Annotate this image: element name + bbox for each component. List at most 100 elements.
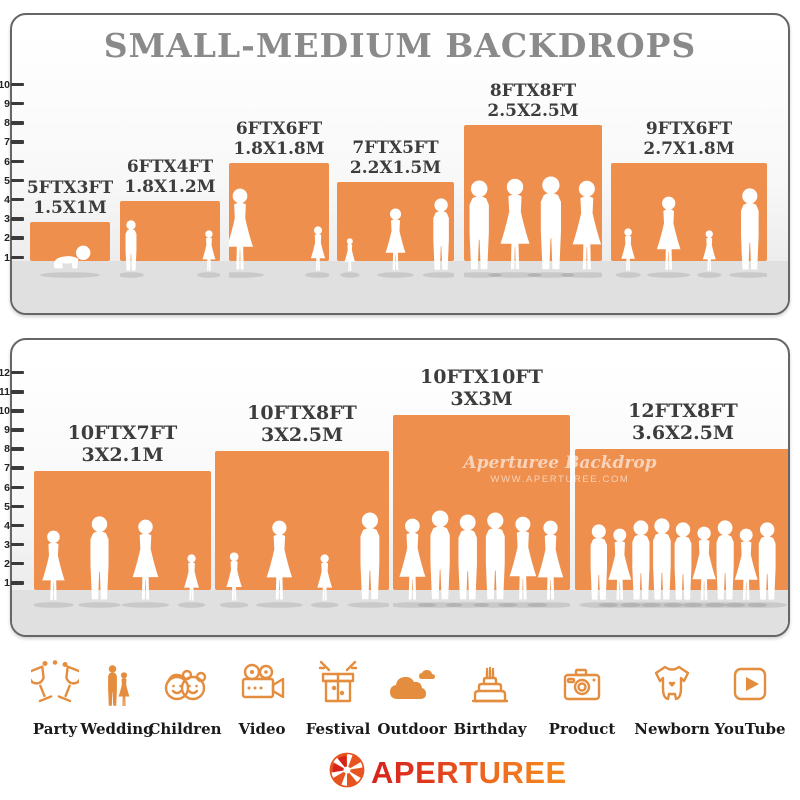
party-icon xyxy=(24,660,86,708)
backdrop-size-m: 1.8X1.8M xyxy=(233,138,325,159)
category-label: YouTube xyxy=(714,720,786,738)
silhouette-man xyxy=(590,524,607,600)
silhouette-baby xyxy=(53,245,91,269)
ruler-number: 2 xyxy=(4,232,10,245)
category-item-festival: Festival xyxy=(294,660,382,738)
silhouette-woman xyxy=(266,520,293,600)
backdrop-size-label: 10FTX10FT 3X3M xyxy=(372,366,592,411)
backdrop-size-m: 1.5X1M xyxy=(33,197,107,218)
silhouette-woman xyxy=(229,188,254,270)
ruler-tick xyxy=(11,101,24,106)
ruler-number: 5 xyxy=(4,174,10,187)
silhouette-group xyxy=(229,188,329,278)
ruler-tick xyxy=(11,581,24,585)
silhouette-girl xyxy=(344,238,356,271)
ruler-number: 10 xyxy=(0,405,10,418)
silhouette-woman xyxy=(656,196,681,270)
silhouette-woman xyxy=(509,516,537,600)
backdrop-size-label: 6FTX4FT 1.8X1.2M xyxy=(60,157,280,197)
watermark: Aperturee Backdrop WWW.APERTUREE.COM xyxy=(440,453,680,485)
ruler-number: 1 xyxy=(4,577,10,589)
product-icon xyxy=(558,660,606,708)
silhouette-girl xyxy=(184,554,199,601)
silhouette-woman xyxy=(385,208,406,271)
backdrop-size-m: 1.8X1.2M xyxy=(124,176,216,197)
backdrop-size-ft: 10FTX7FT xyxy=(67,422,178,444)
ruler-number: 8 xyxy=(4,117,10,130)
ruler-number: 4 xyxy=(4,519,10,532)
backdrop-size-ft: 6FTX6FT xyxy=(235,119,323,139)
backdrop-size-m: 2.5X2.5M xyxy=(487,100,579,121)
medium-backdrops-panel: 10FTX7FT 3X2.1M 10FTX8FT 3X2.5M 10FTX10F… xyxy=(10,338,790,637)
backdrop-rect xyxy=(30,222,110,261)
brand-logo: APERTUREE xyxy=(328,751,567,794)
silhouette-girl xyxy=(702,230,716,271)
backdrop-rect xyxy=(34,471,211,590)
silhouette-group xyxy=(340,198,454,278)
category-item-children: Children xyxy=(141,660,229,738)
silhouette-group xyxy=(120,220,220,278)
ruler-number: 9 xyxy=(4,424,10,437)
backdrop-size-ft: 9FTX6FT xyxy=(645,119,733,139)
silhouette-girl xyxy=(226,552,242,601)
silhouette-man xyxy=(360,512,380,600)
backdrop-size-label: 5FTX3FT 1.5X1M xyxy=(12,178,180,218)
ruler-number: 12 xyxy=(0,366,10,379)
festival-icon xyxy=(314,660,362,708)
silhouette-group xyxy=(40,245,100,278)
aperture-logo-icon xyxy=(328,751,366,794)
backdrop-rect xyxy=(215,451,389,590)
backdrop-size-m: 3X2.1M xyxy=(81,443,164,466)
ruler-tick xyxy=(11,466,24,470)
backdrop-size-label: 12FTX8FT 3.6X2.5M xyxy=(573,400,788,445)
watermark-brand: Aperturee Backdrop xyxy=(463,453,657,473)
newborn-icon xyxy=(648,660,696,708)
ruler-tick xyxy=(11,428,24,432)
ruler-tick xyxy=(11,390,24,394)
backdrop-size-ft: 10FTX10FT xyxy=(420,366,543,388)
youtube-icon xyxy=(726,660,774,708)
silhouette-girl xyxy=(317,554,333,601)
ruler-number: 6 xyxy=(4,481,10,494)
ruler-number: 2 xyxy=(4,557,10,570)
ruler-tick xyxy=(11,236,24,240)
ruler-number: 9 xyxy=(4,97,10,110)
backdrop-size-m: 3X3M xyxy=(450,387,513,410)
backdrop-rect xyxy=(120,201,220,261)
category-label: Children xyxy=(148,720,222,738)
backdrop-size-label: 9FTX6FT 2.7X1.8M xyxy=(579,119,788,159)
ruler-tick xyxy=(11,255,24,259)
silhouette-group xyxy=(34,516,206,608)
silhouette-group xyxy=(579,518,787,608)
category-item-party: Party xyxy=(11,660,99,738)
category-item-youtube: YouTube xyxy=(706,660,794,738)
ruler-tick xyxy=(11,140,24,144)
category-label: Product xyxy=(548,720,616,738)
category-item-outdoor: Outdoor xyxy=(368,660,456,738)
floor-band xyxy=(12,261,788,313)
category-label: Festival xyxy=(305,720,371,738)
silhouette-boy xyxy=(125,220,137,271)
ruler-number: 1 xyxy=(4,251,10,264)
backdrop-size-ft: 7FTX5FT xyxy=(352,138,439,158)
category-label: Birthday xyxy=(453,720,527,738)
silhouette-woman xyxy=(537,520,564,600)
birthday-icon xyxy=(466,660,514,708)
category-label: Newborn xyxy=(634,720,710,738)
ruler-tick xyxy=(11,82,24,87)
backdrop-size-label: 8FTX8FT 2.5X2.5M xyxy=(423,81,643,121)
silhouette-woman xyxy=(132,519,159,600)
backdrop-size-ft: 10FTX8FT xyxy=(247,402,357,424)
silhouette-woman xyxy=(399,518,426,600)
ruler-tick xyxy=(11,447,24,451)
backdrop-size-m: 2.2X1.5M xyxy=(349,157,442,178)
backdrop-size-ft: 5FTX3FT xyxy=(26,178,114,198)
children-icon xyxy=(161,660,209,708)
brand-logo-text: APERTUREE xyxy=(371,754,567,790)
silhouette-woman xyxy=(608,528,632,600)
ruler-tick xyxy=(11,561,24,566)
category-item-product: Product xyxy=(538,660,626,738)
ruler-tick xyxy=(11,217,24,221)
silhouette-girl xyxy=(202,230,216,271)
silhouette-man xyxy=(632,520,650,600)
